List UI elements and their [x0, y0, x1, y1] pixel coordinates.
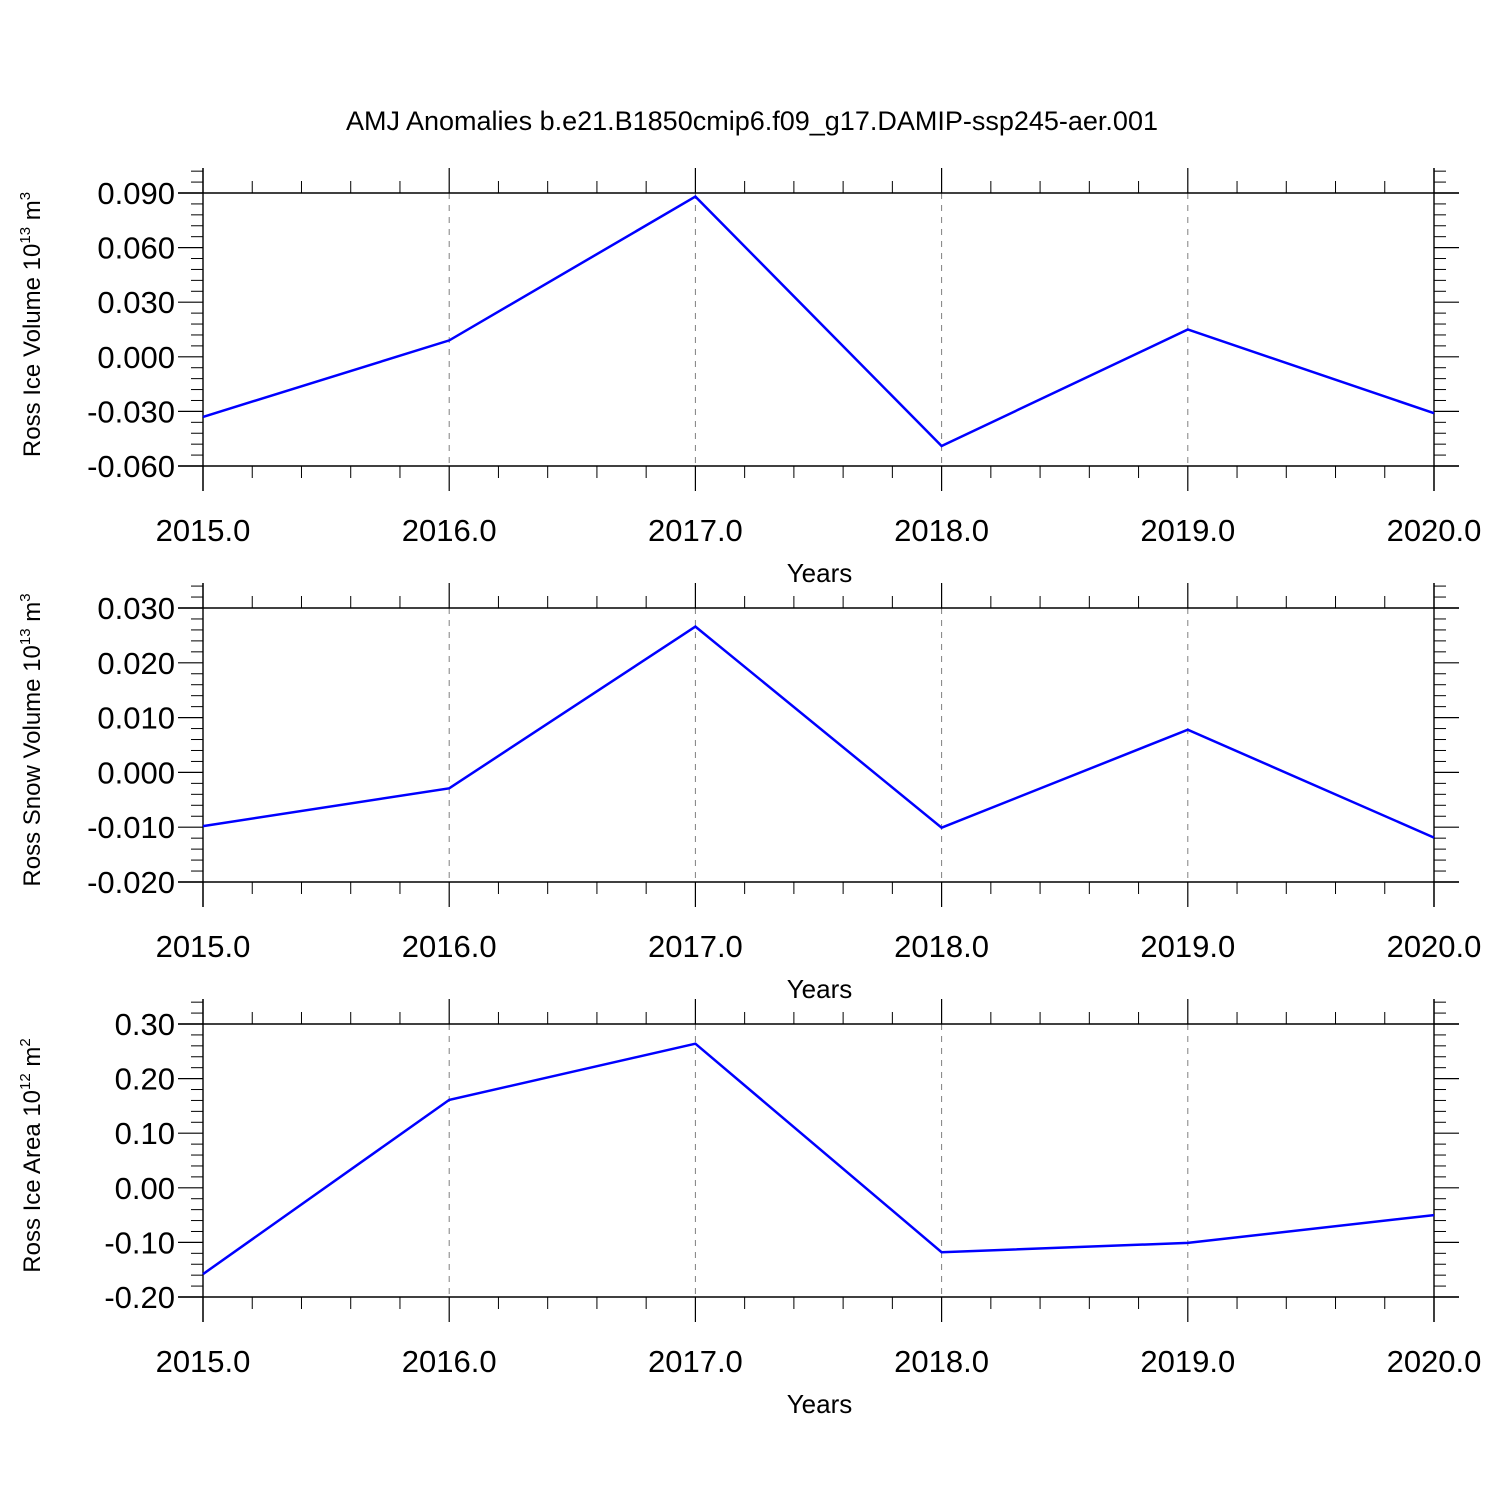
x-tick-label: 2019.0: [1140, 1344, 1235, 1379]
y-axis-label-text: Ross Ice Volume 10: [19, 244, 46, 457]
y-tick-label: -0.20: [104, 1280, 175, 1315]
y-axis-label: Ross Ice Area 1012 m2: [17, 1038, 46, 1272]
y-tick-label: 0.060: [97, 231, 175, 266]
y-tick-label: -0.060: [87, 449, 175, 484]
y-tick-label: -0.010: [87, 810, 175, 845]
x-axis-label: Years: [787, 558, 853, 588]
chart-panel-1: -0.060 -0.030 0.000 0.030 0.060 0.090 2015.0 20…: [17, 168, 1481, 588]
y-tick-label: 0.000: [97, 755, 175, 790]
x-axis-label: Years: [787, 1389, 853, 1419]
y-tick-label: 0.30: [115, 1007, 175, 1042]
y-tick-label: -0.020: [87, 865, 175, 900]
y-axis-label-exponent: 13: [17, 628, 34, 645]
x-tick-label: 2016.0: [402, 513, 497, 548]
y-axis-label-exponent: 13: [17, 227, 34, 244]
y-tick-label: 0.010: [97, 701, 175, 736]
y-axis-label-exponent: 12: [17, 1073, 34, 1090]
x-tick-label: 2016.0: [402, 929, 497, 964]
x-tick-label: 2015.0: [156, 929, 251, 964]
x-tick-label: 2018.0: [894, 929, 989, 964]
x-tick-label: 2020.0: [1387, 929, 1482, 964]
chart-panel-3: -0.20 -0.10 0.00 0.10 0.20 0.30 2015.0 2016.0 20…: [17, 999, 1481, 1419]
figure-title: AMJ Anomalies b.e21.B1850cmip6.f09_g17.D…: [346, 106, 1158, 136]
y-tick-label: 0.090: [97, 176, 175, 211]
x-tick-label: 2016.0: [402, 1344, 497, 1379]
y-tick-label: 0.000: [97, 340, 175, 375]
y-axis-label-text: Ross Ice Area 10: [19, 1090, 46, 1273]
y-tick-label: -0.030: [87, 394, 175, 429]
y-axis-label-unit-exponent: 3: [17, 593, 34, 601]
x-tick-label: 2020.0: [1387, 513, 1482, 548]
y-axis-label-unit: m: [19, 602, 46, 629]
y-axis-label-text: Ross Snow Volume 10: [19, 645, 46, 886]
y-tick-label: 0.020: [97, 646, 175, 681]
y-axis-label: Ross Ice Volume 1013 m3: [17, 192, 46, 457]
x-tick-label: 2017.0: [648, 513, 743, 548]
series-line-1: [202, 625, 1435, 839]
x-tick-label: 2019.0: [1140, 513, 1235, 548]
y-axis-label-unit-exponent: 2: [17, 1038, 34, 1046]
y-tick-label: 0.00: [115, 1171, 175, 1206]
series-line-1: [202, 195, 1435, 448]
y-axis-label-unit-exponent: 3: [17, 192, 34, 200]
y-axis-label: Ross Snow Volume 1013 m3: [17, 593, 46, 886]
y-tick-label: 0.10: [115, 1116, 175, 1151]
x-tick-label: 2018.0: [894, 1344, 989, 1379]
y-tick-label: 0.030: [97, 285, 175, 320]
x-tick-label: 2017.0: [648, 929, 743, 964]
chart-panel-2: -0.020 -0.010 0.000 0.010 0.020 0.030 2015.0 20…: [17, 583, 1481, 1004]
y-axis-label-unit: m: [19, 1047, 46, 1074]
x-tick-label: 2020.0: [1387, 1344, 1482, 1379]
x-axis-label: Years: [787, 974, 853, 1004]
x-tick-label: 2019.0: [1140, 929, 1235, 964]
y-tick-label: 0.030: [97, 591, 175, 626]
y-tick-label: -0.10: [104, 1225, 175, 1260]
y-axis-label-unit: m: [19, 200, 46, 227]
x-tick-label: 2017.0: [648, 1344, 743, 1379]
x-tick-label: 2015.0: [156, 513, 251, 548]
y-tick-label: 0.20: [115, 1062, 175, 1097]
series-line-1: [202, 1042, 1435, 1276]
x-tick-label: 2015.0: [156, 1344, 251, 1379]
x-tick-label: 2018.0: [894, 513, 989, 548]
